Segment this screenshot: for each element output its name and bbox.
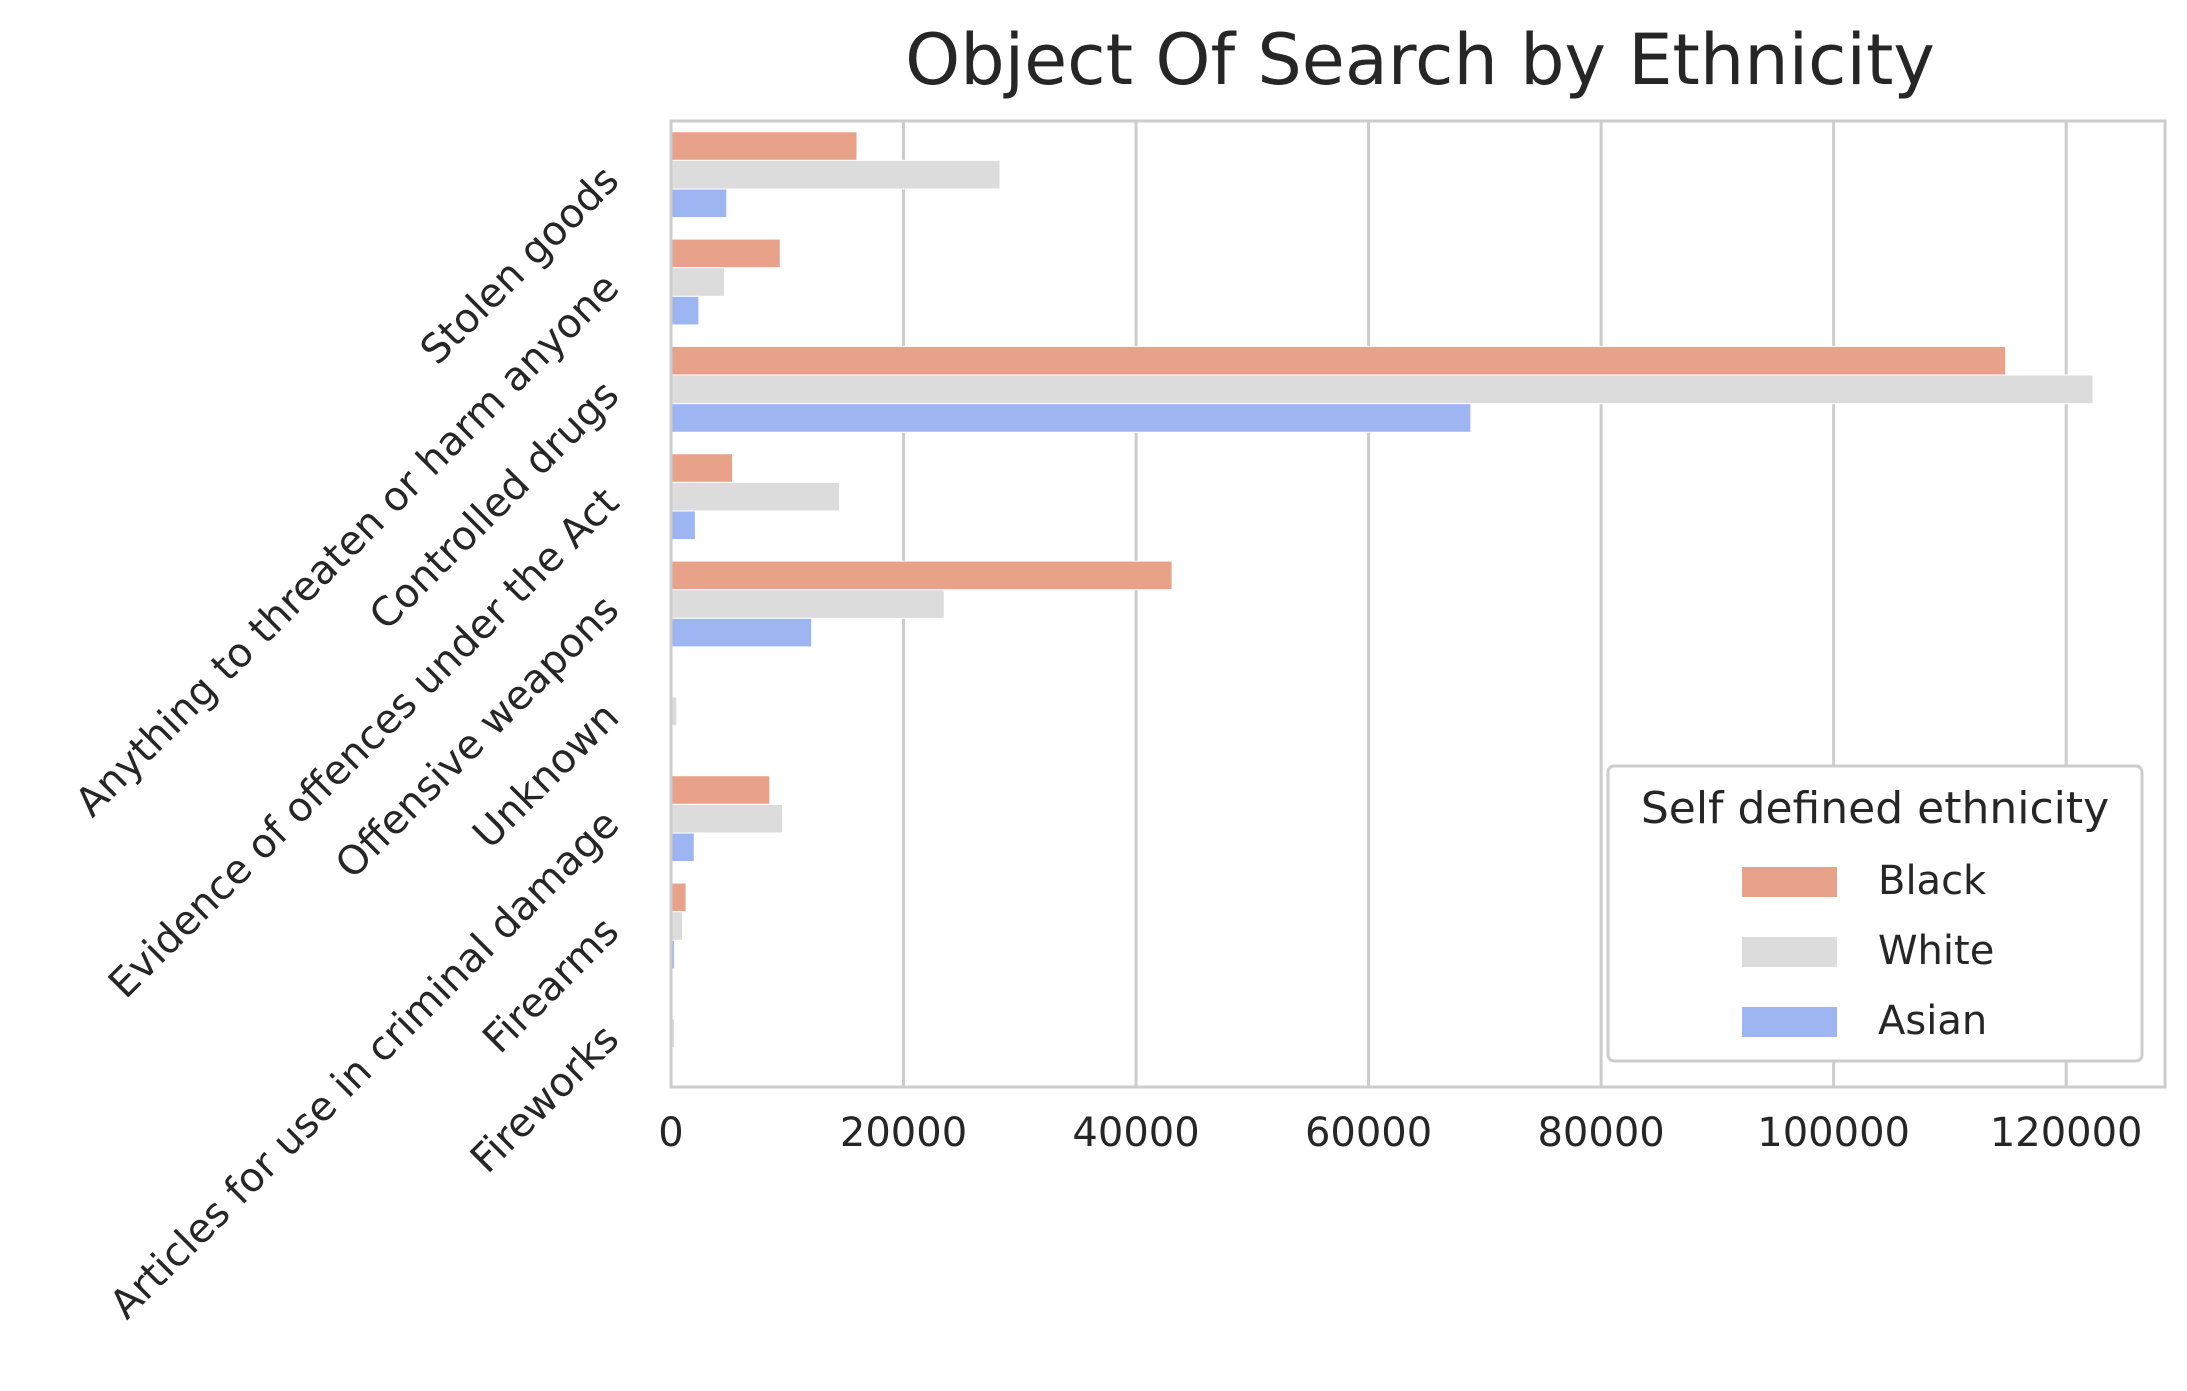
- bar-black: [670, 882, 687, 913]
- bar-black: [670, 131, 858, 161]
- bar-white: [670, 267, 725, 297]
- bar-asian: [670, 617, 813, 648]
- legend-label-white: White: [1878, 928, 1994, 974]
- bar-white: [670, 374, 2094, 405]
- x-tick-label: 120000: [1990, 1110, 2143, 1156]
- bar-white: [670, 911, 684, 941]
- bar-white: [670, 589, 945, 619]
- bar-asian: [670, 188, 728, 219]
- bar-white: [670, 481, 841, 512]
- bar-white: [670, 159, 1001, 190]
- legend-label-black: Black: [1878, 858, 1987, 904]
- legend-box: [1606, 764, 2144, 1063]
- x-tick-label: 100000: [1757, 1110, 1910, 1156]
- gridlines: [902, 121, 2068, 1087]
- x-tick-labels: 0 20000 40000 60000 80000 100000 120000: [658, 1110, 2142, 1156]
- chart-title: Object Of Search by Ethnicity: [905, 19, 1935, 101]
- bar-black: [670, 453, 734, 483]
- x-tick-label: 20000: [840, 1110, 967, 1156]
- bar-black: [670, 775, 771, 805]
- bar-white: [670, 803, 784, 834]
- plot-frame: [669, 119, 2167, 1089]
- legend-title: Self defined ethnicity: [1641, 783, 2109, 834]
- legend-swatch-black: [1742, 867, 1837, 897]
- bar-black: [670, 560, 1173, 591]
- legend: Self defined ethnicity Black White Asian: [1606, 764, 2144, 1063]
- legend-swatch-asian: [1742, 1007, 1837, 1037]
- bar-asian: [670, 403, 1472, 433]
- bar-asian: [670, 295, 700, 326]
- legend-label-asian: Asian: [1878, 998, 1987, 1044]
- x-tick-label: 80000: [1537, 1110, 1664, 1156]
- bars: [670, 131, 2094, 1049]
- bar-asian: [670, 510, 696, 541]
- bar-asian: [670, 832, 695, 863]
- bar-black: [670, 238, 781, 269]
- legend-items: Black White Asian: [1742, 858, 1994, 1044]
- legend-swatch-white: [1742, 937, 1837, 967]
- x-tick-label: 60000: [1305, 1110, 1432, 1156]
- bar-black: [670, 345, 2007, 376]
- x-tick-label: 0: [658, 1110, 683, 1156]
- x-tick-label: 40000: [1072, 1110, 1199, 1156]
